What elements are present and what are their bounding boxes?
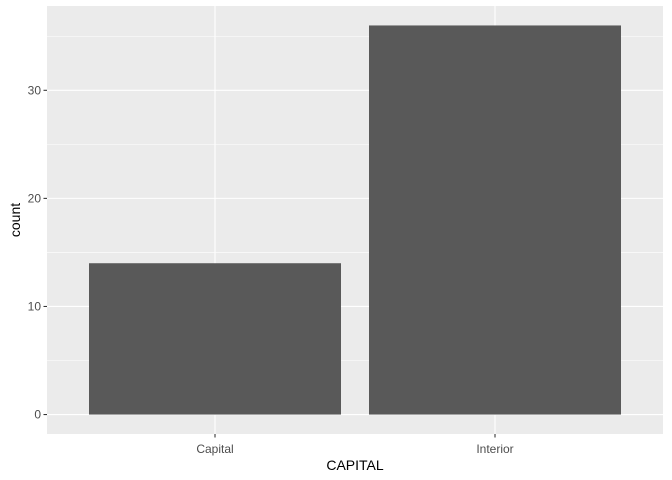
bar-capital bbox=[89, 263, 341, 415]
bars bbox=[89, 25, 621, 415]
y-axis: 0 10 20 30 bbox=[28, 83, 47, 422]
x-tick-label: Interior bbox=[476, 442, 513, 456]
y-tick-label: 30 bbox=[28, 83, 42, 97]
bar-interior bbox=[369, 25, 621, 415]
x-axis-title: CAPITAL bbox=[326, 457, 384, 473]
y-axis-title: count bbox=[7, 203, 23, 237]
y-tick-label: 10 bbox=[28, 299, 42, 313]
y-tick-label: 20 bbox=[28, 191, 42, 205]
x-axis: Capital Interior bbox=[196, 434, 514, 456]
y-tick-label: 0 bbox=[34, 408, 41, 422]
x-tick-label: Capital bbox=[196, 442, 233, 456]
